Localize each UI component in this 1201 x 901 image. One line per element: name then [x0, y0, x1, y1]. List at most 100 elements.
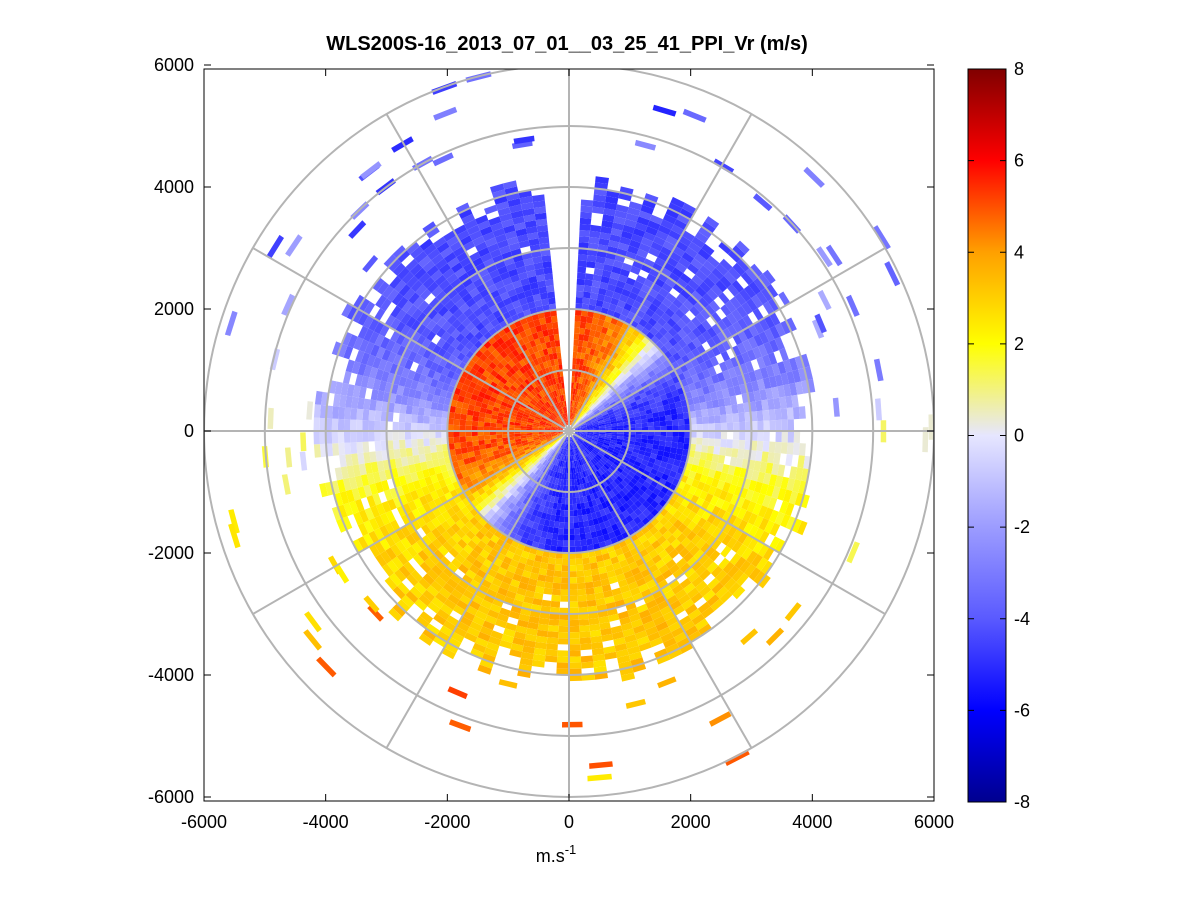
velocity-cell	[594, 330, 601, 339]
velocity-cell	[447, 431, 454, 438]
velocity-cell	[552, 435, 558, 439]
velocity-cell	[651, 262, 664, 273]
velocity-cell	[497, 445, 505, 450]
velocity-cell	[387, 498, 397, 511]
velocity-cell	[423, 243, 437, 256]
velocity-cell	[357, 363, 367, 376]
velocity-cell	[750, 440, 758, 451]
velocity-cell	[228, 509, 240, 534]
velocity-cell	[424, 557, 436, 569]
velocity-cell	[658, 224, 672, 236]
velocity-cell	[557, 432, 564, 435]
velocity-cell	[350, 442, 358, 454]
velocity-cell	[479, 626, 493, 636]
velocity-cell	[380, 421, 387, 431]
velocity-cell	[530, 353, 537, 361]
velocity-cell	[441, 647, 456, 660]
velocity-cell	[715, 586, 729, 599]
velocity-cell	[574, 407, 578, 414]
velocity-cell	[713, 487, 723, 498]
velocity-cell	[526, 584, 537, 593]
velocity-cell	[704, 304, 716, 316]
velocity-cell	[582, 514, 588, 522]
velocity-cell	[459, 389, 467, 398]
velocity-cell	[502, 420, 509, 425]
velocity-cell	[554, 438, 560, 444]
velocity-cell	[524, 328, 532, 337]
velocity-cell	[573, 407, 577, 414]
velocity-cell	[600, 457, 607, 464]
velocity-cell	[603, 463, 610, 470]
velocity-cell	[615, 361, 623, 370]
velocity-cell	[626, 363, 634, 371]
velocity-cell	[641, 418, 648, 424]
velocity-cell	[586, 513, 593, 521]
velocity-cell	[499, 271, 511, 281]
velocity-cell	[539, 317, 547, 325]
velocity-cell	[285, 234, 303, 257]
velocity-cell	[487, 469, 496, 477]
velocity-cell	[354, 498, 365, 512]
velocity-cell	[570, 436, 573, 443]
velocity-cell	[415, 323, 427, 335]
velocity-cell	[576, 478, 581, 486]
velocity-cell	[578, 419, 584, 424]
velocity-cell	[549, 606, 560, 614]
velocity-cell	[549, 406, 555, 412]
velocity-cell	[832, 397, 840, 417]
velocity-cell	[599, 434, 606, 437]
velocity-cell	[601, 220, 614, 229]
velocity-cell	[666, 256, 679, 268]
velocity-cell	[612, 562, 622, 571]
velocity-cell	[526, 424, 533, 428]
velocity-cell	[483, 357, 493, 366]
velocity-cell	[552, 397, 557, 404]
velocity-cell	[473, 405, 481, 412]
velocity-cell	[465, 322, 476, 332]
velocity-cell	[663, 386, 672, 394]
velocity-cell	[484, 322, 494, 332]
velocity-cell	[613, 260, 624, 269]
velocity-cell	[448, 443, 455, 451]
velocity-cell	[610, 625, 623, 634]
velocity-cell	[581, 432, 588, 434]
velocity-cell	[690, 464, 699, 473]
velocity-cell	[652, 412, 660, 418]
velocity-cell	[426, 623, 440, 636]
velocity-cell	[426, 460, 434, 469]
velocity-cell	[536, 462, 543, 469]
velocity-cell	[722, 481, 731, 493]
velocity-cell	[716, 530, 728, 543]
velocity-cell	[739, 560, 752, 573]
velocity-cell	[494, 572, 505, 582]
velocity-cell	[585, 587, 595, 595]
velocity-cell	[699, 361, 708, 372]
velocity-cell	[547, 408, 553, 414]
velocity-cell	[520, 423, 527, 427]
velocity-cell	[683, 284, 696, 295]
velocity-cell	[691, 560, 703, 572]
velocity-cell	[717, 331, 727, 343]
velocity-cell	[559, 485, 564, 492]
velocity-cell	[383, 361, 393, 373]
velocity-cell	[313, 431, 320, 445]
velocity-cell	[608, 277, 618, 286]
velocity-cell	[508, 242, 521, 252]
velocity-cell	[401, 549, 413, 562]
velocity-cell	[572, 413, 576, 420]
velocity-cell	[465, 282, 477, 293]
velocity-cell	[711, 453, 720, 463]
velocity-cell	[340, 382, 349, 396]
velocity-cell	[439, 389, 448, 398]
velocity-cell	[470, 525, 480, 536]
velocity-cell	[502, 417, 510, 422]
velocity-cell	[674, 543, 686, 554]
velocity-cell	[406, 339, 417, 351]
velocity-cell	[461, 470, 469, 479]
velocity-cell	[588, 444, 595, 449]
velocity-cell	[486, 641, 500, 652]
velocity-cell	[535, 218, 548, 227]
velocity-cell	[597, 386, 604, 394]
velocity-cell	[514, 425, 521, 429]
